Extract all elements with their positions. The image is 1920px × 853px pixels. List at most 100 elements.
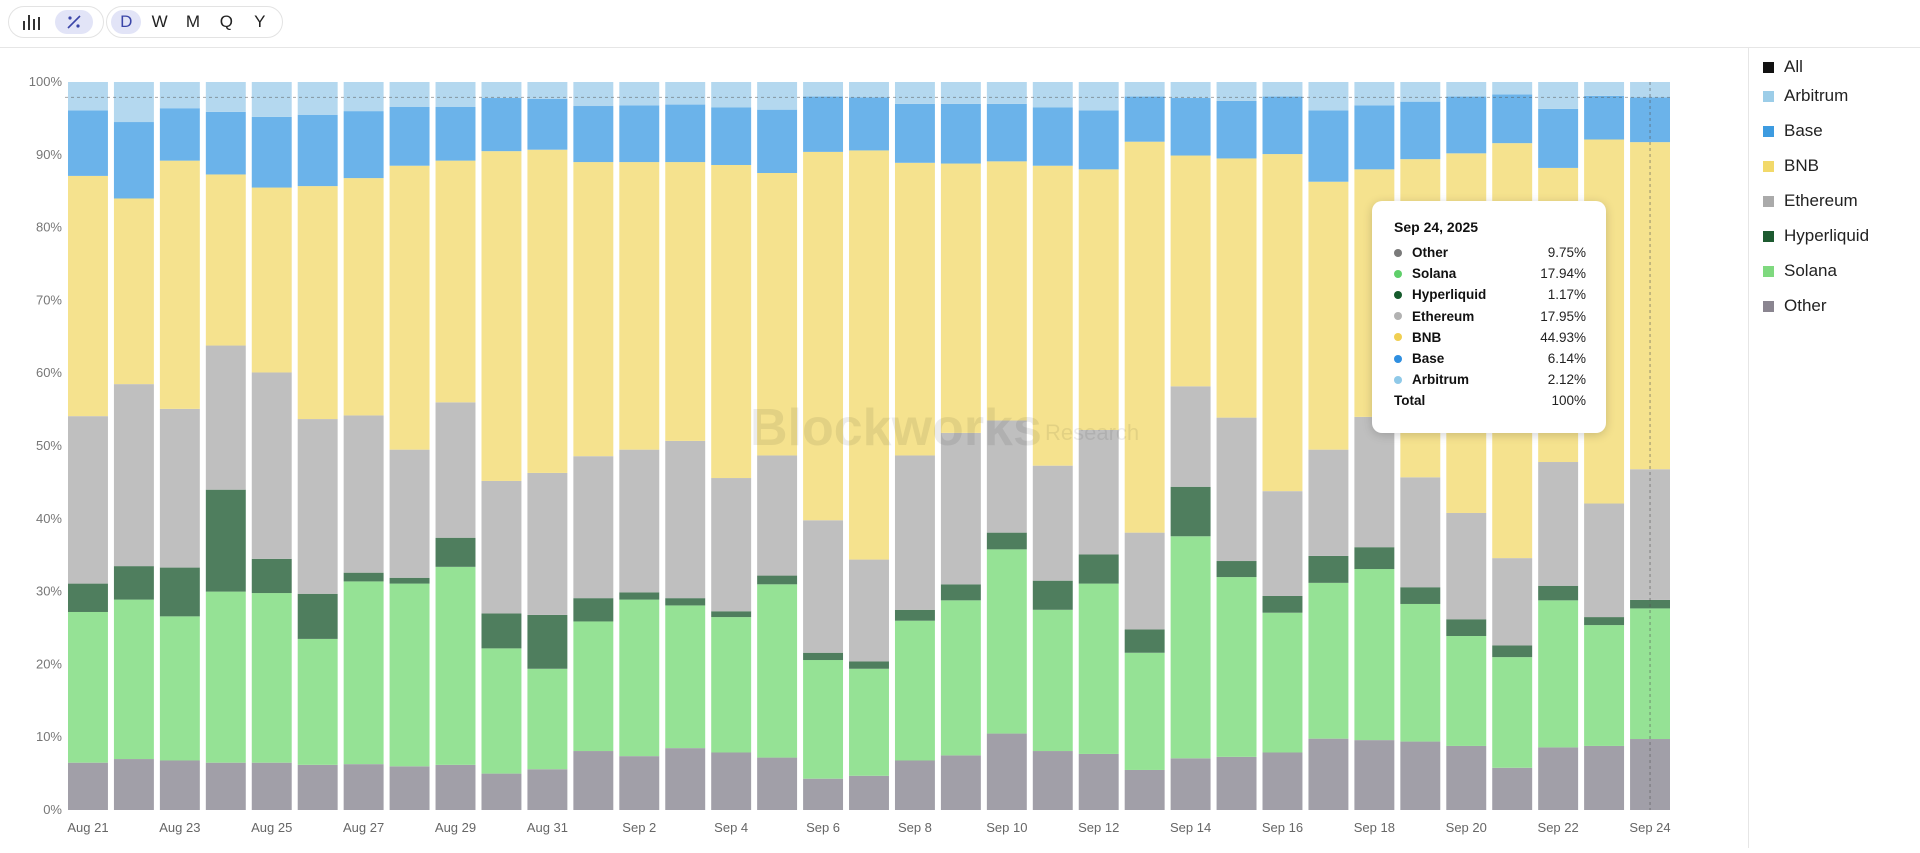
bar-segment-hyperliquid[interactable] <box>389 577 430 584</box>
bar-segment-bnb[interactable] <box>481 151 522 481</box>
bar-segment-ethereum[interactable] <box>251 372 292 559</box>
bar-segment-ethereum[interactable] <box>1400 477 1441 588</box>
bar-segment-bnb[interactable] <box>1216 158 1257 418</box>
bar-segment-ethereum[interactable] <box>159 408 200 568</box>
bar-segment-solana[interactable] <box>527 668 568 770</box>
bar-segment-ethereum[interactable] <box>1446 512 1487 620</box>
bar-segment-solana[interactable] <box>1078 583 1119 754</box>
bar-segment-arbitrum[interactable] <box>1354 82 1395 106</box>
bar-segment-base[interactable] <box>986 103 1027 162</box>
bar-segment-solana[interactable] <box>1124 652 1165 770</box>
bar-segment-base[interactable] <box>1124 96 1165 142</box>
bar-segment-solana[interactable] <box>1446 636 1487 746</box>
bar-segment-arbitrum[interactable] <box>894 82 935 104</box>
bar-segment-base[interactable] <box>251 116 292 188</box>
bar-segment-base[interactable] <box>113 122 154 199</box>
bar-segment-ethereum[interactable] <box>205 345 246 490</box>
bar-segment-other[interactable] <box>297 764 338 810</box>
bar-segment-solana[interactable] <box>1400 603 1441 742</box>
legend-item-other[interactable]: Other <box>1763 294 1827 318</box>
bar-segment-ethereum[interactable] <box>940 432 981 585</box>
bar-segment-bnb[interactable] <box>1124 141 1165 533</box>
bar-segment-other[interactable] <box>68 762 108 810</box>
bar-segment-bnb[interactable] <box>986 161 1027 421</box>
bar-segment-arbitrum[interactable] <box>1492 82 1533 95</box>
bar-segment-bnb[interactable] <box>389 165 430 450</box>
bar-segment-base[interactable] <box>619 105 660 163</box>
bar-segment-ethereum[interactable] <box>849 559 889 662</box>
bar-segment-solana[interactable] <box>573 621 614 752</box>
bar-segment-hyperliquid[interactable] <box>251 558 292 594</box>
bar-segment-ethereum[interactable] <box>1216 417 1257 562</box>
bar-segment-arbitrum[interactable] <box>1538 82 1579 109</box>
bar-segment-base[interactable] <box>435 106 476 161</box>
bar-segment-other[interactable] <box>757 757 798 810</box>
period-button-w[interactable]: W <box>151 12 168 31</box>
legend-item-solana[interactable]: Solana <box>1763 259 1837 283</box>
bar-segment-solana[interactable] <box>251 593 292 763</box>
period-button-d[interactable]: D <box>111 10 142 34</box>
bar-segment-ethereum[interactable] <box>113 384 154 567</box>
bar-segment-bnb[interactable] <box>159 160 200 409</box>
bar-segment-ethereum[interactable] <box>527 472 568 615</box>
bar-segment-solana[interactable] <box>1538 600 1579 748</box>
bar-segment-other[interactable] <box>1492 767 1533 810</box>
bar-segment-arbitrum[interactable] <box>1308 82 1349 111</box>
bar-segment-arbitrum[interactable] <box>940 82 981 104</box>
bar-segment-bnb[interactable] <box>665 162 706 441</box>
bar-segment-bnb[interactable] <box>1032 165 1073 466</box>
bar-segment-solana[interactable] <box>159 616 200 761</box>
bar-segment-bnb[interactable] <box>1078 169 1119 430</box>
bar-segment-ethereum[interactable] <box>986 420 1027 533</box>
bar-segment-other[interactable] <box>113 759 154 810</box>
bar-segment-bnb[interactable] <box>757 173 798 456</box>
bar-segment-solana[interactable] <box>757 584 798 758</box>
bar-segment-other[interactable] <box>251 762 292 810</box>
bar-segment-ethereum[interactable] <box>894 455 935 610</box>
bar-segment-other[interactable] <box>711 752 752 810</box>
bar-segment-arbitrum[interactable] <box>1078 82 1119 111</box>
bar-segment-solana[interactable] <box>389 583 430 767</box>
bar-segment-arbitrum[interactable] <box>619 82 660 106</box>
legend-item-all[interactable]: All <box>1763 55 1803 79</box>
bar-segment-other[interactable] <box>527 769 568 810</box>
bar-segment-solana[interactable] <box>1032 609 1073 752</box>
percent-icon[interactable] <box>55 10 93 34</box>
bar-segment-arbitrum[interactable] <box>68 82 108 111</box>
bar-segment-hyperliquid[interactable] <box>711 611 752 618</box>
bar-segment-arbitrum[interactable] <box>159 82 200 109</box>
bar-segment-hyperliquid[interactable] <box>803 652 844 661</box>
bar-segment-ethereum[interactable] <box>1538 462 1579 586</box>
bar-segment-solana[interactable] <box>1354 569 1395 741</box>
bar-segment-other[interactable] <box>205 762 246 810</box>
bar-segment-ethereum[interactable] <box>435 402 476 538</box>
bar-segment-other[interactable] <box>1446 745 1487 810</box>
bar-segment-solana[interactable] <box>1308 582 1349 739</box>
bar-segment-bnb[interactable] <box>894 162 935 456</box>
bar-segment-arbitrum[interactable] <box>849 82 889 98</box>
bar-segment-solana[interactable] <box>986 549 1027 734</box>
bar-segment-ethereum[interactable] <box>619 449 660 593</box>
bar-segment-arbitrum[interactable] <box>343 82 384 112</box>
bar-segment-base[interactable] <box>1032 107 1073 166</box>
bar-segment-ethereum[interactable] <box>1124 532 1165 630</box>
bar-segment-ethereum[interactable] <box>665 440 706 599</box>
bar-segment-ethereum[interactable] <box>757 455 798 576</box>
bar-segment-hyperliquid[interactable] <box>527 614 568 669</box>
bar-segment-other[interactable] <box>1584 745 1625 810</box>
bar-segment-bnb[interactable] <box>1170 155 1211 387</box>
bar-segment-bnb[interactable] <box>435 160 476 403</box>
bar-segment-other[interactable] <box>665 748 706 810</box>
bar-segment-other[interactable] <box>1216 756 1257 810</box>
bar-segment-arbitrum[interactable] <box>1032 82 1073 108</box>
legend-item-hyperliquid[interactable]: Hyperliquid <box>1763 224 1869 248</box>
bar-segment-base[interactable] <box>297 114 338 187</box>
bar-segment-base[interactable] <box>159 108 200 161</box>
bar-segment-bnb[interactable] <box>68 175 108 417</box>
bar-segment-hyperliquid[interactable] <box>757 575 798 585</box>
bar-segment-bnb[interactable] <box>343 178 384 416</box>
bar-segment-ethereum[interactable] <box>1170 386 1211 487</box>
bar-segment-bnb[interactable] <box>205 174 246 346</box>
bar-segment-bnb[interactable] <box>1308 181 1349 450</box>
bar-segment-bnb[interactable] <box>297 186 338 420</box>
